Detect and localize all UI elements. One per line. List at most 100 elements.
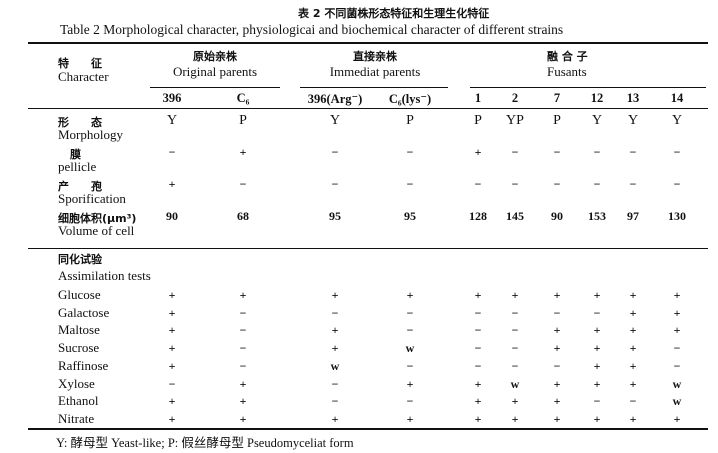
table-cell: + bbox=[593, 341, 601, 356]
table-cell: + bbox=[593, 288, 601, 302]
table-cell: + bbox=[239, 394, 247, 409]
table-cell: w bbox=[330, 358, 340, 373]
column-header: 12 bbox=[590, 91, 604, 105]
row-label-cn: 细胞体积(μm³) bbox=[58, 212, 137, 225]
top-rule bbox=[28, 42, 708, 44]
table-cell: + bbox=[168, 323, 176, 338]
table-cell: + bbox=[168, 177, 176, 191]
table-cell: − bbox=[629, 394, 637, 409]
table-cell: + bbox=[673, 323, 681, 338]
table-cell: + bbox=[168, 305, 176, 320]
table-title-en: Table 2 Morphological character, physiol… bbox=[60, 22, 564, 37]
table-cell: + bbox=[629, 411, 637, 426]
table-cell: − bbox=[511, 341, 519, 356]
table-cell: + bbox=[629, 341, 637, 356]
table-cell: w bbox=[672, 376, 682, 391]
table-cell: − bbox=[593, 145, 601, 159]
table-cell: − bbox=[406, 358, 414, 373]
table-cell: + bbox=[553, 323, 561, 338]
table-cell: − bbox=[673, 145, 681, 159]
table-cell: Y bbox=[329, 113, 341, 128]
table-cell: + bbox=[239, 376, 247, 391]
table-cell: − bbox=[474, 305, 482, 320]
character-header-en: Character bbox=[58, 69, 109, 84]
table-cell: + bbox=[553, 411, 561, 426]
table-cell: Y bbox=[591, 113, 603, 128]
table-cell: + bbox=[593, 323, 601, 338]
table-cell: 145 bbox=[506, 209, 524, 223]
table-cell: + bbox=[331, 341, 339, 356]
table-cell: − bbox=[406, 394, 414, 409]
table-cell: − bbox=[406, 305, 414, 320]
sub-rule bbox=[300, 87, 448, 88]
column-header: 1 bbox=[474, 91, 482, 105]
table-cell: 90 bbox=[551, 209, 563, 223]
table-cell: + bbox=[168, 288, 176, 302]
table-cell: + bbox=[511, 411, 519, 426]
table-cell: + bbox=[673, 411, 681, 426]
row-label-en: Volume of cell bbox=[58, 223, 135, 238]
table-cell: − bbox=[406, 145, 414, 159]
table-cell: + bbox=[168, 358, 176, 373]
table-cell: w bbox=[672, 394, 682, 409]
group-fusants: 融 合 子 Fusants bbox=[547, 49, 588, 79]
table-cell: − bbox=[331, 177, 339, 191]
group-en: Immediat parents bbox=[329, 64, 421, 79]
table-cell: P bbox=[406, 113, 414, 128]
table-cell: 128 bbox=[469, 209, 487, 223]
table-cell: 130 bbox=[668, 209, 686, 223]
row-label-en: Morphology bbox=[58, 127, 123, 142]
table-cell: 97 bbox=[627, 209, 639, 223]
table-cell: + bbox=[593, 358, 601, 373]
table-cell: 95 bbox=[404, 209, 416, 223]
table-cell: + bbox=[553, 288, 561, 302]
table-cell: Y bbox=[671, 113, 683, 128]
column-header: 396(Arg⁻) bbox=[307, 92, 363, 106]
column-header: C₆(lys⁻) bbox=[388, 92, 432, 106]
column-header: 14 bbox=[670, 91, 684, 105]
table-cell: + bbox=[168, 394, 176, 409]
table-cell: − bbox=[553, 177, 561, 191]
table-cell: 90 bbox=[166, 209, 178, 223]
row-label-en: pellicle bbox=[58, 159, 97, 174]
table-cell: + bbox=[331, 288, 339, 302]
assimilation-label: Xylose bbox=[58, 375, 95, 391]
table-cell: + bbox=[168, 341, 176, 356]
assimilation-header-cn: 同化试验 bbox=[58, 253, 102, 266]
table-cell: − bbox=[474, 341, 482, 356]
assimilation-label: Glucose bbox=[58, 287, 101, 302]
table-cell: 68 bbox=[237, 209, 249, 223]
table-cell: + bbox=[239, 411, 247, 426]
table-cell: + bbox=[406, 288, 414, 302]
table-cell: − bbox=[406, 177, 414, 191]
table-cell: − bbox=[474, 177, 482, 191]
table-cell: − bbox=[474, 323, 482, 338]
table-cell: + bbox=[593, 376, 601, 391]
group-cn: 原始亲株 bbox=[193, 50, 237, 63]
table-cell: − bbox=[168, 145, 176, 159]
table-cell: + bbox=[673, 288, 681, 302]
table-cell: − bbox=[239, 341, 247, 356]
group-en: Original parents bbox=[172, 64, 258, 79]
table-cell: − bbox=[593, 394, 601, 409]
assimilation-label: Nitrate bbox=[58, 410, 95, 426]
assimilation-label: Galactose bbox=[58, 304, 110, 320]
assimilation-label: Ethanol bbox=[58, 393, 99, 409]
group-original-parents: 原始亲株 Original parents bbox=[173, 49, 257, 79]
sub-rule bbox=[150, 87, 280, 88]
table-cell: − bbox=[673, 358, 681, 373]
column-header: 396 bbox=[162, 91, 182, 105]
table-cell: + bbox=[629, 323, 637, 338]
table-cell: w bbox=[405, 341, 415, 356]
table-cell: + bbox=[511, 394, 519, 409]
table-cell: P bbox=[553, 113, 561, 128]
table-cell: − bbox=[331, 376, 339, 391]
table-cell: + bbox=[629, 305, 637, 320]
table-cell: − bbox=[511, 358, 519, 373]
table-cell: + bbox=[168, 411, 176, 426]
row-label-cn: 产 孢 bbox=[58, 180, 102, 193]
header-rule bbox=[28, 108, 708, 109]
table-cell: − bbox=[553, 145, 561, 159]
table-cell: − bbox=[331, 305, 339, 320]
table-cell: + bbox=[239, 145, 247, 159]
